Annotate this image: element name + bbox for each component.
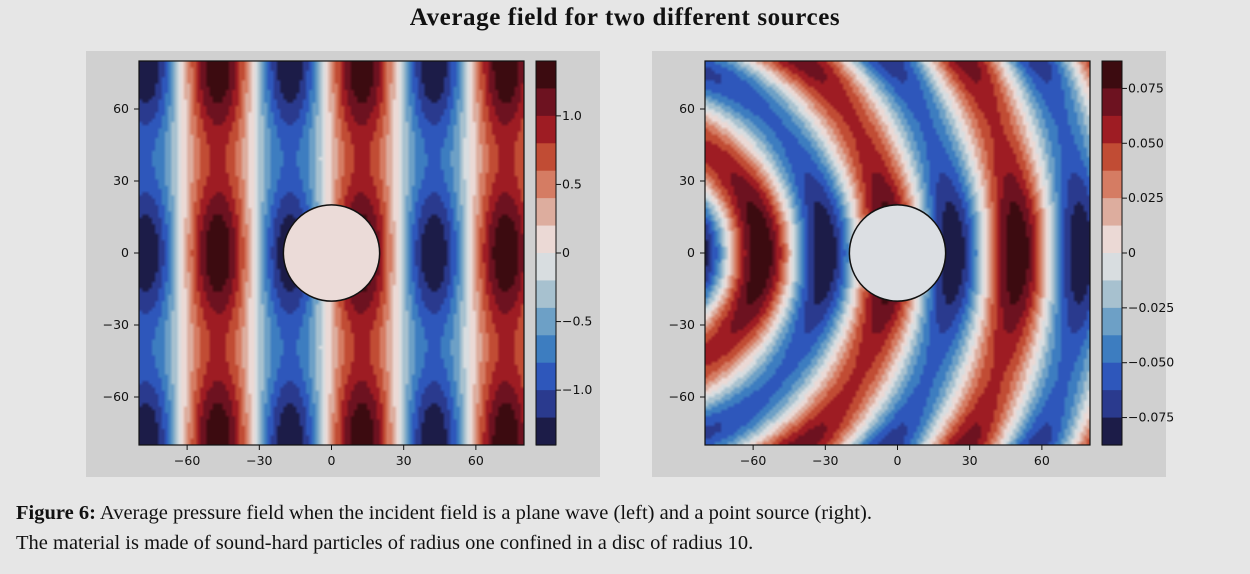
caption-text-line1: Average pressure field when the incident…	[99, 502, 872, 524]
point-source-colorbar-level	[1102, 417, 1122, 446]
plane-wave-colorbar-level	[536, 115, 556, 144]
plane-wave-colorbar-level	[536, 307, 556, 336]
point-source-y-tick-label: 60	[679, 101, 695, 116]
plane-wave-x-tick-label: 60	[468, 453, 484, 468]
point-source-x-tick-label: 60	[1034, 453, 1050, 468]
point-source-field-chart: −60 −30 0 30 60 60 30 0 −30 −60 0.075 0.050 0.025 0 −0…	[669, 60, 1174, 468]
point-source-colorbar-level	[1102, 198, 1122, 227]
point-source-y-tick-label: −60	[669, 389, 695, 404]
point-source-colorbar-level	[1102, 143, 1122, 172]
point-source-colorbar-level	[1102, 61, 1122, 90]
point-source-y-tick-label: 0	[687, 245, 695, 260]
plane-wave-colorbar-level	[536, 417, 556, 446]
plane-wave-field-chart: −60 −30 0 30 60 60 30 0 −30 −60 1.0 0.5 0 −0.5 −1.0	[103, 60, 592, 468]
point-source-panel: −60 −30 0 30 60 60 30 0 −30 −60 0.075 0.050 0.025 0 −0…	[652, 51, 1174, 477]
point-source-y-tick-label: −30	[669, 317, 695, 332]
figure-caption: Figure 6: Average pressure field when th…	[16, 498, 1236, 558]
caption-label: Figure 6:	[16, 502, 96, 524]
plane-wave-colorbar-tick-label: 0.5	[562, 176, 582, 191]
plane-wave-colorbar-level	[536, 61, 556, 90]
point-source-colorbar-tick-label: 0.050	[1128, 135, 1164, 150]
plane-wave-y-tick-label: 0	[121, 245, 129, 260]
point-source-x-tick-label: 30	[962, 453, 978, 468]
plane-wave-colorbar-level	[536, 88, 556, 117]
plane-wave-panel: −60 −30 0 30 60 60 30 0 −30 −60 1.0 0.5 0 −0.5 −1.0	[86, 51, 600, 477]
point-source-colorbar-level	[1102, 390, 1122, 419]
point-source-colorbar-level	[1102, 170, 1122, 199]
point-source-x-tick-label: −30	[812, 453, 838, 468]
plane-wave-colorbar-level	[536, 143, 556, 172]
point-source-colorbar-level	[1102, 88, 1122, 117]
plane-wave-colorbar-level	[536, 198, 556, 227]
point-source-colorbar-level	[1102, 335, 1122, 364]
plane-wave-x-tick-label: 30	[396, 453, 412, 468]
plane-wave-colorbar-level	[536, 225, 556, 254]
point-source-colorbar-tick-label: −0.075	[1128, 410, 1174, 425]
caption-text-line2: The material is made of sound-hard parti…	[16, 532, 754, 554]
point-source-x-tick-label: −60	[740, 453, 766, 468]
point-source-colorbar-tick-label: 0.025	[1128, 190, 1164, 205]
plane-wave-x-tick-label: 0	[328, 453, 336, 468]
plane-wave-y-tick-label: −30	[103, 317, 129, 332]
point-source-colorbar-tick-label: 0.075	[1128, 80, 1164, 95]
point-source-colorbar-tick-label: 0	[1128, 245, 1136, 260]
plane-wave-x-tick-label: −60	[174, 453, 200, 468]
plane-wave-y-tick-label: 60	[113, 101, 129, 116]
plane-wave-colorbar-level	[536, 362, 556, 391]
plane-wave-y-tick-label: 30	[113, 173, 129, 188]
point-source-colorbar-level	[1102, 115, 1122, 144]
point-source-colorbar-level	[1102, 253, 1122, 282]
plane-wave-colorbar-level	[536, 280, 556, 309]
point-source-y-tick-label: 30	[679, 173, 695, 188]
point-source-colorbar-level	[1102, 307, 1122, 336]
plane-wave-colorbar-tick-label: −0.5	[562, 314, 592, 329]
plane-wave-colorbar-tick-label: −1.0	[562, 382, 592, 397]
plane-wave-y-tick-label: −60	[103, 389, 129, 404]
plane-wave-colorbar-tick-label: 1.0	[562, 108, 582, 123]
point-source-colorbar-level	[1102, 362, 1122, 391]
plane-wave-colorbar-tick-label: 0	[562, 245, 570, 260]
figure-title: Average field for two different sources	[409, 4, 841, 31]
point-source-obstacle-disc	[848, 204, 947, 302]
point-source-colorbar-tick-label: −0.050	[1128, 355, 1174, 370]
plane-wave-colorbar-level	[536, 390, 556, 419]
plane-wave-colorbar-level	[536, 335, 556, 364]
point-source-colorbar-level	[1102, 225, 1122, 254]
plane-wave-x-tick-label: −30	[246, 453, 272, 468]
point-source-colorbar-tick-label: −0.025	[1128, 300, 1174, 315]
point-source-x-tick-label: 0	[894, 453, 902, 468]
plane-wave-obstacle-disc	[282, 204, 381, 302]
point-source-colorbar-level	[1102, 280, 1122, 309]
plane-wave-colorbar-level	[536, 170, 556, 199]
plane-wave-colorbar-level	[536, 253, 556, 282]
